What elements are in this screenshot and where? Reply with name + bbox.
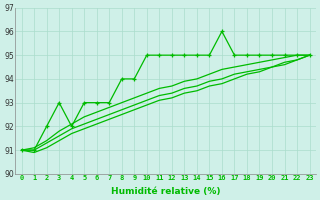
X-axis label: Humidité relative (%): Humidité relative (%) xyxy=(111,187,220,196)
